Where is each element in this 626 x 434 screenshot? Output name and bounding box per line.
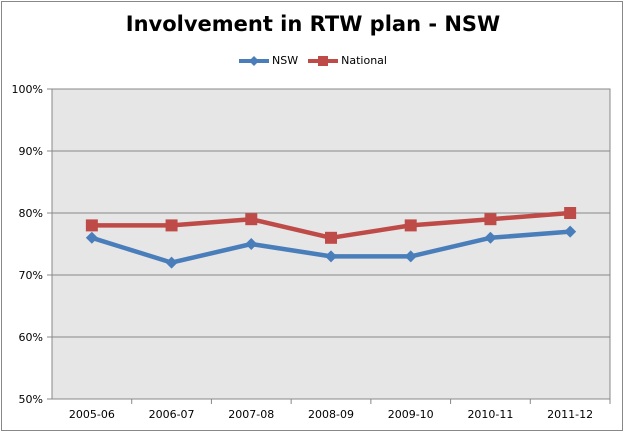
legend-marker-nsw [239, 55, 270, 66]
x-tick-label: 2009-10 [388, 408, 434, 421]
data-point-national [564, 207, 577, 219]
data-point-national [85, 219, 98, 232]
data-point-national [165, 219, 178, 232]
chart-title: Involvement in RTW plan - NSW [125, 12, 501, 36]
data-point-nsw [325, 250, 337, 263]
data-point-nsw [564, 225, 577, 238]
legend-label-nsw: NSW [272, 54, 299, 67]
legend-marker-national [308, 55, 339, 66]
y-tick-label: 70% [19, 269, 43, 282]
x-tick-label: 2005-06 [69, 408, 115, 421]
data-point-national [325, 231, 337, 244]
legend-item-nsw: NSW [239, 54, 298, 67]
data-point-nsw [165, 256, 178, 269]
x-tick-label: 2007-08 [228, 408, 274, 421]
x-tick-label: 2011-12 [547, 408, 593, 421]
y-tick-label: 100% [12, 83, 43, 96]
data-point-nsw [245, 238, 258, 250]
x-tick-label: 2006-07 [149, 408, 195, 421]
legend: NSW National [0, 54, 626, 67]
x-tick-label: 2010-11 [467, 408, 513, 421]
data-point-national [245, 213, 258, 226]
x-tick-label: 2008-09 [308, 408, 354, 421]
legend-label-national: National [341, 54, 387, 67]
y-tick-label: 60% [19, 331, 43, 344]
legend-item-national: National [308, 54, 387, 67]
data-point-nsw [85, 231, 98, 244]
y-tick-label: 50% [19, 393, 43, 406]
y-tick-label: 90% [19, 145, 43, 158]
y-tick-label: 80% [19, 207, 43, 220]
plot-area [51, 88, 611, 400]
data-point-national [404, 219, 417, 232]
data-point-nsw [404, 250, 417, 263]
data-point-national [484, 213, 497, 226]
data-point-nsw [484, 231, 497, 244]
